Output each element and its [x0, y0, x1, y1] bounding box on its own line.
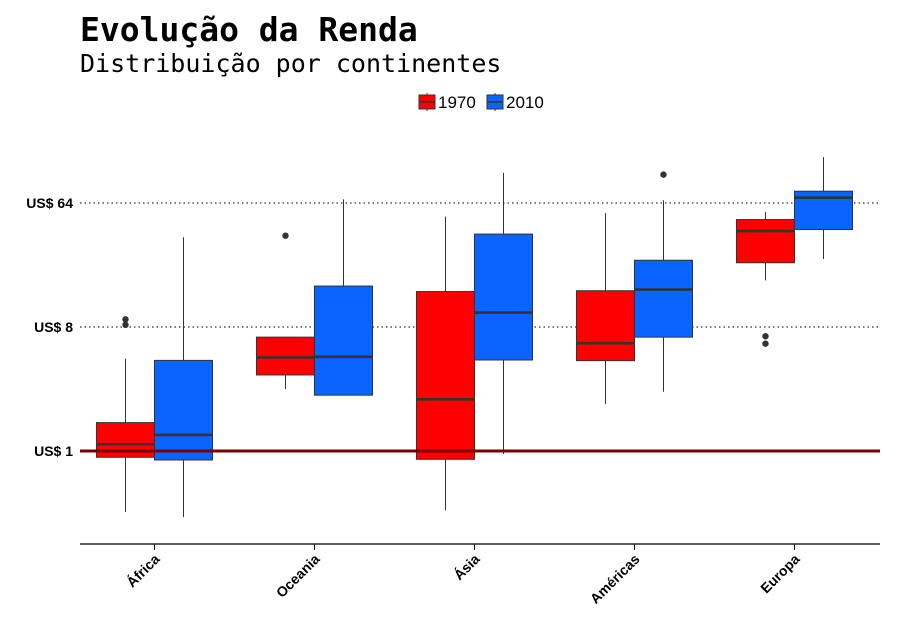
- box-Américas-2010: [634, 171, 693, 392]
- box-body: [416, 291, 475, 460]
- outlier-point: [282, 232, 289, 239]
- box-África-1970: [96, 316, 155, 512]
- x-tick-label: Ásia: [450, 551, 482, 583]
- chart-title: Evolução da Renda: [80, 10, 418, 49]
- outlier-point: [122, 321, 129, 329]
- gridlines: [80, 202, 880, 328]
- legend: 1970 2010: [418, 93, 544, 112]
- box-Europa-2010: [794, 157, 853, 260]
- box-Ásia-2010: [474, 172, 533, 455]
- outlier-point: [762, 333, 769, 340]
- legend-label-1970: 1970: [438, 93, 476, 112]
- box-body: [154, 359, 213, 461]
- box-body: [314, 285, 373, 396]
- outlier-point: [660, 171, 667, 178]
- x-tick-label: Europa: [757, 551, 803, 597]
- x-axis-ticks: África Oceania Ásia Américas Europa: [123, 544, 803, 607]
- x-tick-label: Oceania: [273, 551, 323, 601]
- box-África-2010: [154, 237, 213, 518]
- chart-subtitle: Distribuição por continentes: [80, 49, 501, 78]
- box-Américas-1970: [576, 213, 635, 404]
- box-body: [736, 219, 795, 264]
- y-tick-label: US$ 8: [34, 319, 73, 335]
- box-body: [634, 259, 693, 338]
- box-body: [576, 290, 635, 362]
- box-Europa-1970: [736, 212, 795, 347]
- y-axis-ticks: US$ 1 US$ 8 US$ 64: [26, 195, 73, 459]
- box-body: [256, 336, 315, 376]
- box-Oceania-1970: [256, 232, 315, 390]
- box-Oceania-2010: [314, 199, 373, 396]
- x-tick-label: África: [123, 551, 163, 591]
- box-Ásia-1970: [416, 216, 475, 511]
- outlier-point: [122, 316, 129, 323]
- outlier-point: [762, 340, 769, 347]
- legend-label-2010: 2010: [506, 93, 544, 112]
- plot-area: [96, 157, 853, 518]
- box-body: [474, 233, 533, 361]
- x-tick-label: Américas: [587, 551, 643, 607]
- y-tick-label: US$ 64: [26, 195, 73, 211]
- y-tick-label: US$ 1: [34, 443, 73, 459]
